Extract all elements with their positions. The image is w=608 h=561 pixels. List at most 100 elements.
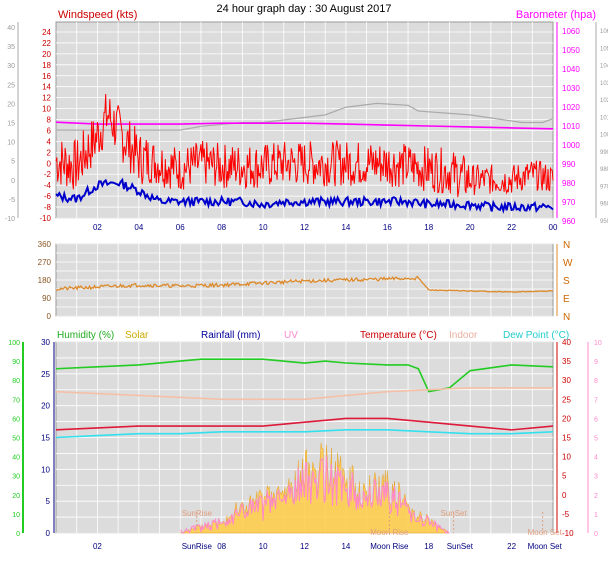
wind-x-tick-label: 20: [466, 223, 475, 232]
compass-label: N: [563, 240, 570, 251]
dir-tick-label: 90: [42, 294, 51, 303]
baro-tick-label: 1010: [562, 122, 580, 131]
dir-tick-label: 270: [38, 258, 52, 267]
wind-tick-label: 10: [42, 105, 51, 114]
uv-legend: UV: [284, 330, 298, 341]
baro-outer-tick-label: 1020: [600, 98, 608, 104]
wind-x-tick-label: 12: [300, 223, 309, 232]
uv-line: [180, 455, 450, 534]
uv-tick-label: 5: [594, 436, 598, 443]
baro-outer-tick-label: 1000: [600, 133, 608, 139]
gust-line: [56, 102, 554, 131]
sunrise-label: SunRise: [182, 509, 213, 518]
barometer-axis-title: Barometer (hpa): [516, 9, 596, 21]
baro-tick-label: 1000: [562, 141, 580, 150]
wind-tick-label: 22: [42, 39, 51, 48]
baro-tick-label: 1030: [562, 84, 580, 93]
wind-outer-tick-label: -5: [9, 197, 15, 204]
compass-label: S: [563, 276, 570, 287]
compass-label: W: [563, 258, 573, 269]
indoor-legend: Indoor: [449, 330, 478, 341]
baro-outer-tick-label: 970: [600, 184, 608, 190]
moonrise-label: Moon Rise: [370, 528, 409, 537]
uv-tick-label: 8: [594, 378, 598, 385]
wind-outer-tick-label: 35: [7, 44, 15, 51]
wind-tick-label: 8: [47, 116, 52, 125]
wind-tick-label: 2: [47, 148, 52, 157]
baro-tick-label: 1050: [562, 46, 580, 55]
baro-outer-tick-label: 990: [600, 150, 608, 156]
temp-tick-label: 5: [562, 472, 567, 481]
graph-title: 24 hour graph day : 30 August 2017: [217, 3, 392, 15]
solar-legend: Solar: [125, 330, 149, 341]
temp-tick-label: 20: [562, 414, 571, 423]
uv-tick-label: 9: [594, 359, 598, 366]
humidity-tick-label: 90: [12, 359, 20, 366]
humidity-tick-label: 10: [12, 512, 20, 519]
baro-outer-tick-label: 1040: [600, 64, 608, 70]
temp-tick-label: 30: [562, 376, 571, 385]
baro-tick-label: 990: [562, 160, 576, 169]
wind-outer-tick-label: -10: [5, 216, 15, 223]
baro-line: [55, 121, 554, 130]
wind-x-tick-label: 10: [259, 223, 268, 232]
wind-x-tick-label: 06: [176, 223, 185, 232]
baro-tick-label: 1060: [562, 27, 580, 36]
wind-x-tick-label: 22: [507, 223, 516, 232]
wind-outer-tick-label: 10: [7, 140, 15, 147]
wind-tick-label: -8: [44, 203, 52, 212]
dir-tick-label: 0: [47, 312, 52, 321]
baro-outer-tick-label: 1060: [600, 29, 608, 35]
wind-x-tick-label: 16: [383, 223, 392, 232]
rainfall-legend: Rainfall (mm): [201, 330, 260, 341]
temp-tick-label: -5: [562, 510, 570, 519]
indoor-line: [55, 387, 553, 401]
wind-tick-label: 24: [42, 28, 51, 37]
dewpoint-legend: Dew Point (°C): [503, 330, 569, 341]
uv-tick-label: 6: [594, 416, 598, 423]
humidity-tick-label: 30: [12, 474, 20, 481]
humidity-tick-label: 0: [16, 531, 20, 538]
wind-tick-label: -4: [44, 181, 52, 190]
temp-tick-label: 35: [562, 357, 571, 366]
windspeed-axis-title: Windspeed (kts): [58, 9, 137, 21]
temp-tick-label: 0: [562, 491, 567, 500]
wind-outer-tick-label: 5: [11, 159, 15, 166]
temp-tick-label: 40: [562, 338, 571, 347]
wind-outer-tick-label: 30: [7, 63, 15, 70]
temperature-line: [55, 417, 554, 431]
wind-tick-label: -10: [39, 214, 51, 223]
wind-x-tick-label: 04: [134, 223, 143, 232]
moonset-label: Moon Set: [528, 528, 563, 537]
humidity-tick-label: 50: [12, 436, 20, 443]
wind-tick-label: 0: [47, 159, 52, 168]
rain-tick-label: 25: [41, 370, 50, 379]
temp-tick-label: 15: [562, 434, 571, 443]
baro-outer-tick-label: 960: [600, 202, 608, 208]
baro-outer-tick-label: 1050: [600, 46, 608, 52]
rain-tick-label: 15: [41, 434, 50, 443]
temp-x-tick-label: 12: [300, 542, 309, 551]
temp-x-tick-label: 02: [93, 542, 102, 551]
baro-outer-tick-label: 950: [600, 219, 608, 225]
temp-x-tick-label: SunRise: [182, 542, 213, 551]
wind-tick-label: 16: [42, 72, 51, 81]
humidity-legend: Humidity (%): [57, 330, 114, 341]
wind-tick-label: 20: [42, 50, 51, 59]
wind-tick-label: 14: [42, 83, 51, 92]
rain-tick-label: 20: [41, 402, 50, 411]
wind-x-tick-label: 18: [424, 223, 433, 232]
wind-tick-label: 12: [42, 94, 51, 103]
wind-tick-label: -2: [44, 170, 52, 179]
wind-tick-label: -6: [44, 192, 52, 201]
temp-x-tick-label: Moon Rise: [370, 542, 409, 551]
temp-tick-label: 10: [562, 453, 571, 462]
uv-tick-label: 1: [594, 512, 598, 519]
humidity-tick-label: 20: [12, 493, 20, 500]
temp-x-tick-label: 18: [424, 542, 433, 551]
uv-tick-label: 4: [594, 455, 598, 462]
dir-tick-label: 180: [38, 276, 52, 285]
uv-tick-label: 2: [594, 493, 598, 500]
